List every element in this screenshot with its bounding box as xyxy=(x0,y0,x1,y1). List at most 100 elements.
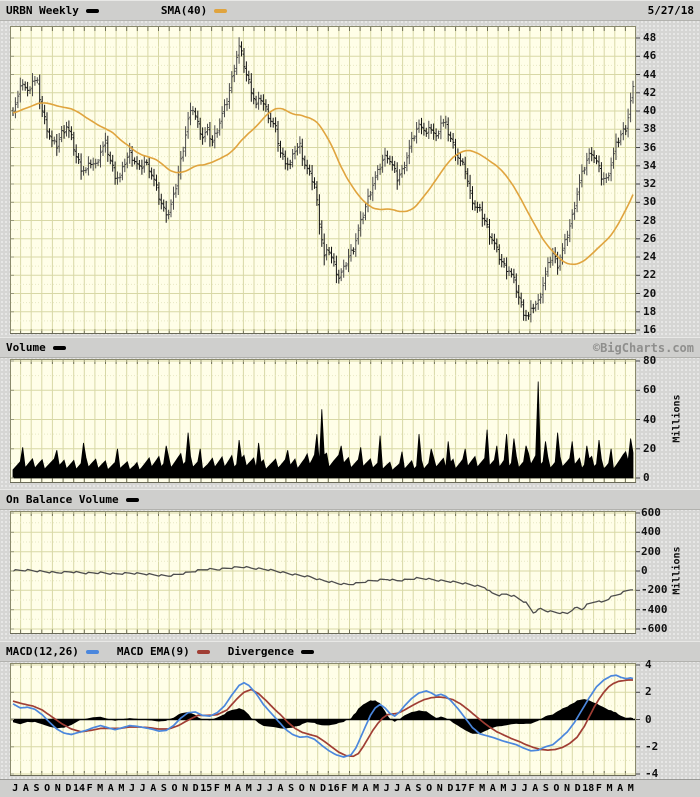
sma-label: SMA(40) xyxy=(160,4,208,17)
volume-panel xyxy=(10,359,640,483)
date-axis-label: D xyxy=(320,783,327,794)
price-axis-label: 22 xyxy=(643,268,657,282)
date-axis-label: J xyxy=(12,783,19,794)
price-axis-label: 26 xyxy=(643,231,657,245)
price-axis-label: 30 xyxy=(643,195,657,209)
date-axis-label: F xyxy=(595,783,602,794)
price-axis-label: 48 xyxy=(643,31,657,44)
macd-axis-label: -2 xyxy=(645,739,659,753)
obv-axis-label: -200 xyxy=(641,583,668,597)
date-axis-label: N xyxy=(54,783,61,794)
price-axis-label: 42 xyxy=(643,85,657,99)
date-axis-label: M xyxy=(479,783,486,794)
date-axis-label: D xyxy=(65,783,72,794)
date-axis-label: M xyxy=(351,783,358,794)
date-axis-label: N xyxy=(182,783,189,794)
date-axis-label: D xyxy=(192,783,199,794)
date-axis-label: S xyxy=(415,783,422,794)
date-axis-label: S xyxy=(288,783,295,794)
macd-legend-dash-icon xyxy=(85,649,99,654)
volume-axis-label: 40 xyxy=(643,412,657,426)
divergence-legend-dash-icon xyxy=(300,649,314,654)
ema-legend-dash-icon xyxy=(196,649,210,654)
date-axis-label: M xyxy=(97,783,104,794)
date-axis-label: A xyxy=(532,783,539,794)
macd-ema-label: MACD EMA(9) xyxy=(116,645,190,658)
price-axis-label: 36 xyxy=(643,140,657,154)
bigcharts-watermark: ©BigCharts.com xyxy=(592,340,694,355)
date-axis-label: O xyxy=(426,783,433,794)
date-axis-label: M xyxy=(606,783,613,794)
date-axis-label: M xyxy=(373,783,380,794)
date-axis-label: O xyxy=(44,783,51,794)
price-legend-dash-icon xyxy=(85,8,99,13)
volume-axis-label: 20 xyxy=(643,441,657,455)
volume-axis-label: 80 xyxy=(643,354,657,367)
date-axis-label: M xyxy=(224,783,231,794)
obv-axis-label: -600 xyxy=(641,622,668,635)
obv-axis-label: 600 xyxy=(641,505,661,519)
date-axis-label: J xyxy=(139,783,146,794)
price-axis-label: 16 xyxy=(643,323,657,336)
divergence-label: Divergence xyxy=(227,645,294,658)
macd-strip: MACD(12,26) MACD EMA(9) Divergence xyxy=(0,641,700,662)
date-axis-label: J xyxy=(256,783,263,794)
date-axis-label: J xyxy=(510,783,517,794)
symbol-label: URBN Weekly xyxy=(6,4,79,17)
date-axis-label: N xyxy=(564,783,571,794)
obv-axis-label: -400 xyxy=(641,602,668,616)
date-axis-label: F xyxy=(468,783,475,794)
date-axis-label: A xyxy=(277,783,284,794)
date-axis-label: 15 xyxy=(200,783,213,794)
macd-axis-label: 4 xyxy=(645,658,652,671)
date-axis-label: A xyxy=(404,783,411,794)
date-axis-label: A xyxy=(22,783,29,794)
date-axis-label: J xyxy=(129,783,136,794)
date-axis-label: F xyxy=(213,783,220,794)
macd-axis-label: -4 xyxy=(645,767,659,780)
sma-legend-dash-icon xyxy=(214,8,228,13)
price-axis-label: 32 xyxy=(643,177,657,190)
date-axis-label: A xyxy=(617,783,624,794)
macd-axis-label: 2 xyxy=(645,685,652,699)
date-axis: J A S O N D 14 F M A M J J A S O N D 15 F M A M J J A S O N D 16 F M A M J J… xyxy=(0,779,700,797)
date-axis-label: M xyxy=(500,783,507,794)
date-axis-label: S xyxy=(33,783,40,794)
axis-unit-label: Millions xyxy=(671,394,683,443)
date-axis-label: J xyxy=(266,783,273,794)
date-axis-label: N xyxy=(309,783,316,794)
date-axis-label: A xyxy=(489,783,496,794)
date-axis-label: O xyxy=(298,783,305,794)
date-axis-label: M xyxy=(118,783,125,794)
date-axis-label: N xyxy=(436,783,443,794)
price-axis-label: 46 xyxy=(643,49,657,63)
price-axis-label: 28 xyxy=(643,213,657,227)
date-axis-label: M xyxy=(627,783,634,794)
date-axis-label: F xyxy=(86,783,93,794)
price-axis-label: 34 xyxy=(643,158,657,172)
date-axis-label: J xyxy=(394,783,401,794)
date-axis-label: S xyxy=(542,783,549,794)
date-axis-label: A xyxy=(107,783,114,794)
date-axis-label: 16 xyxy=(327,783,340,794)
price-axis-label: 44 xyxy=(643,67,657,81)
date-axis-label: A xyxy=(150,783,157,794)
title-strip: URBN Weekly SMA(40) 5/27/18 xyxy=(0,0,700,21)
date-axis-label: D xyxy=(574,783,581,794)
date-axis-label: F xyxy=(341,783,348,794)
volume-axis-label: 60 xyxy=(643,383,657,397)
volume-axis-label: 0 xyxy=(643,471,650,484)
date-axis-label: S xyxy=(160,783,167,794)
price-panel xyxy=(10,26,640,334)
price-axis-label: 38 xyxy=(643,122,657,136)
date-axis-label: A xyxy=(362,783,369,794)
volume-strip: Volume ©BigCharts.com xyxy=(0,337,700,358)
obv-axis-label: 200 xyxy=(641,544,661,558)
date-axis-label: J xyxy=(521,783,528,794)
price-axis-label: 24 xyxy=(643,250,657,263)
chart-date: 5/27/18 xyxy=(647,4,694,17)
date-axis-label: 18 xyxy=(582,783,595,794)
obv-axis-label: 0 xyxy=(641,564,648,577)
obv-panel xyxy=(10,511,640,634)
